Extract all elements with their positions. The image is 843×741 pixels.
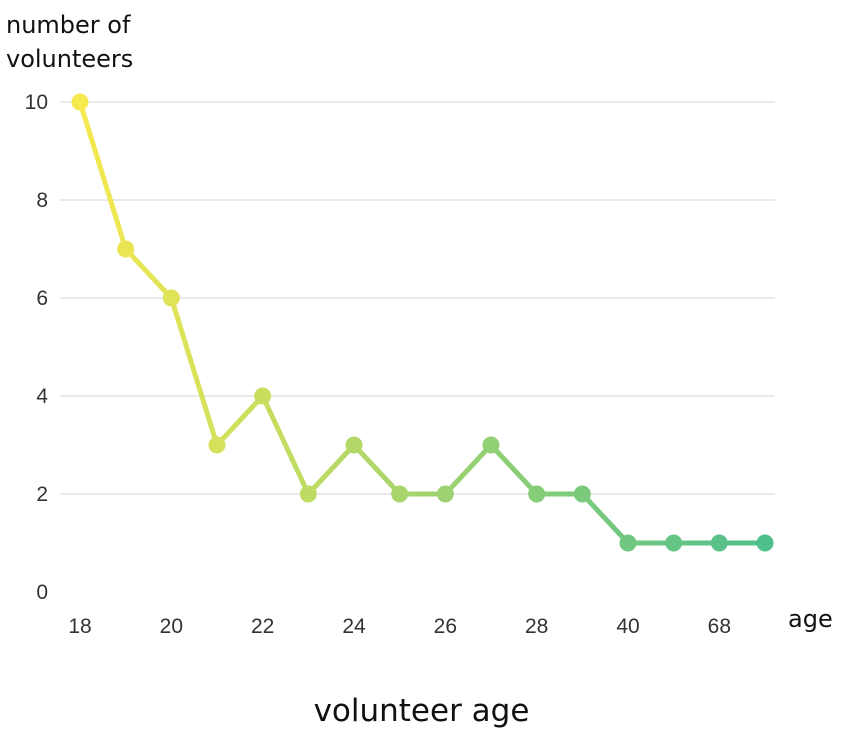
x-tick-label: 18 (68, 615, 91, 638)
data-point (482, 436, 500, 454)
x-tick-label: 28 (525, 615, 548, 638)
data-point (756, 534, 774, 552)
y-tick-labels: 0 2 4 6 8 10 (25, 91, 49, 604)
x-tick-label: 24 (342, 615, 366, 638)
data-point (710, 534, 728, 552)
y-tick-label: 2 (36, 483, 48, 506)
y-tick-label: 6 (36, 287, 48, 310)
x-tick-labels: 18 20 22 24 26 28 40 68 (68, 615, 731, 638)
x-tick-label: 20 (160, 615, 183, 638)
data-point (117, 240, 135, 258)
x-tick-label: 22 (251, 615, 274, 638)
data-point (573, 485, 591, 503)
data-point (391, 485, 409, 503)
data-point (528, 485, 546, 503)
y-tick-label: 10 (25, 91, 48, 114)
series-line (77, 99, 768, 546)
data-point (208, 436, 226, 454)
y-axis-label: number of volunteers (6, 11, 134, 73)
data-point (254, 387, 272, 405)
x-tick-label: 68 (708, 615, 731, 638)
y-tick-label: 0 (36, 581, 48, 604)
series-volunteers (71, 93, 774, 552)
data-point (619, 534, 637, 552)
data-point (162, 289, 180, 307)
x-axis-unit-label: age (788, 605, 833, 633)
data-point (299, 485, 317, 503)
data-point (71, 93, 89, 111)
data-point (345, 436, 363, 454)
x-tick-label: 40 (616, 615, 639, 638)
data-point (665, 534, 683, 552)
x-tick-label: 26 (434, 615, 457, 638)
data-point (436, 485, 454, 503)
y-tick-label: 4 (36, 385, 48, 408)
chart-title: volunteer age (313, 693, 530, 729)
y-tick-label: 8 (36, 189, 48, 212)
